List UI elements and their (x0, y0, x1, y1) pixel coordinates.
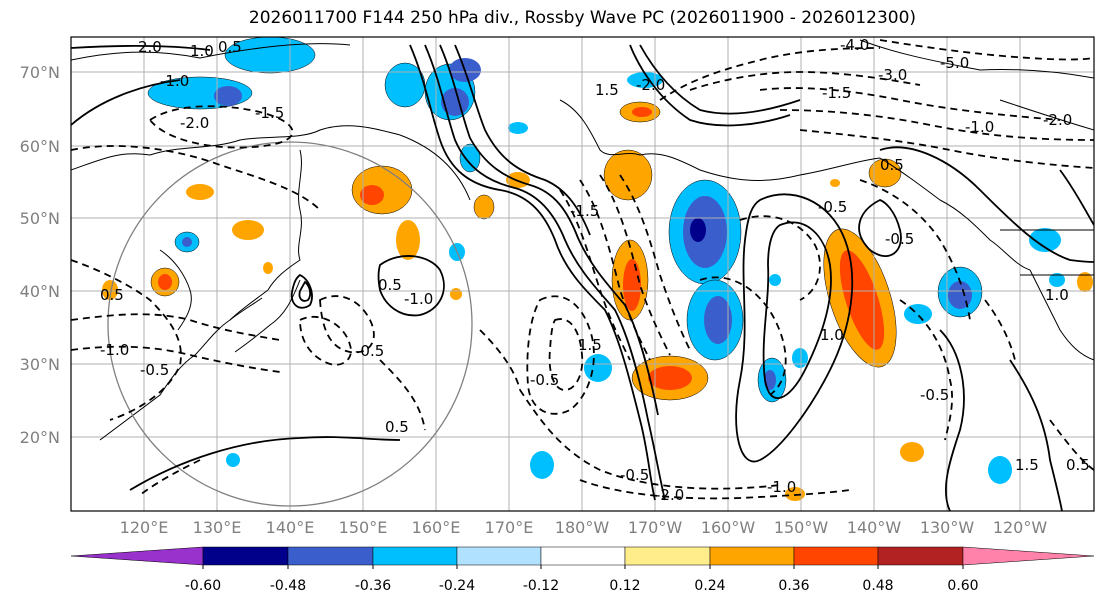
coastlines (71, 39, 1094, 441)
positive-contours (71, 44, 1094, 511)
colorbar-cell (624, 546, 711, 566)
contour-label: 2.0 (138, 38, 162, 56)
lat-label: 60°N (20, 137, 60, 156)
contour-label: 0.5 (100, 286, 124, 304)
lon-label: 130°E (193, 518, 242, 537)
lon-label: 180°W (555, 518, 610, 537)
contour-label: -1.5 (255, 104, 284, 122)
map-frame (70, 36, 1095, 512)
contour-label: 0.5 (218, 38, 242, 56)
lat-label: 20°N (20, 428, 60, 447)
colorbar-tick: 0.12 (609, 578, 640, 594)
contour-label: -4.0 (840, 36, 869, 54)
colorbar-tick: -0.24 (439, 578, 475, 594)
colorbar-tick: -0.12 (523, 578, 559, 594)
colorbar-tick: -0.36 (355, 578, 391, 594)
contour-label: 1.0 (190, 42, 214, 60)
contour-label: -1.0 (404, 290, 433, 308)
lat-label: 40°N (20, 282, 60, 301)
colorbar-cell (709, 546, 795, 566)
contour-label: -2.0 (655, 486, 684, 504)
colorbar-cell (372, 546, 458, 566)
colorbar-cell (877, 546, 964, 566)
contour-label: 1.5 (1015, 456, 1039, 474)
contour-label: -0.5 (818, 198, 847, 216)
contour-label: 1.5 (595, 81, 619, 99)
contour-label: -1.0 (965, 118, 994, 136)
colorbar-tick: 0.36 (778, 578, 809, 594)
colorbar-tick: 0.24 (694, 578, 725, 594)
divergence-shading (102, 37, 1093, 501)
lon-label: 120°W (993, 518, 1048, 537)
lon-label: 170°W (628, 518, 683, 537)
colorbar-cell (70, 546, 204, 566)
colorbar-cell (456, 546, 542, 566)
contour-label: -1.5 (822, 84, 851, 102)
contour-label: 1.5 (578, 336, 602, 354)
lon-label: 170°E (485, 518, 534, 537)
contour-label: 1.0 (1045, 286, 1069, 304)
lon-label: 160°W (701, 518, 756, 537)
contour-label: 0.5 (378, 276, 402, 294)
contour-label: -1.0 (160, 72, 189, 90)
lat-label: 50°N (20, 209, 60, 228)
contour-label: -0.5 (355, 342, 384, 360)
contour-label: -2.0 (636, 76, 665, 94)
contour-label: -0.5 (885, 230, 914, 248)
lon-label: 140°W (847, 518, 902, 537)
contour-label: 0.5 (1066, 456, 1090, 474)
contour-label: -0.5 (920, 386, 949, 404)
lat-label: 70°N (20, 63, 60, 82)
lon-label: 160°E (412, 518, 461, 537)
contour-label: -5.0 (940, 54, 969, 72)
colorbar-tick: 0.60 (947, 578, 978, 594)
contour-labels: 2.0 1.0 0.5 -1.0 -2.0 -1.5 1.5 -2.0 -4.0… (100, 36, 1090, 504)
lon-label: 140°E (266, 518, 315, 537)
lat-label: 30°N (20, 355, 60, 374)
contour-label: -0.5 (530, 371, 559, 389)
contour-label: -1.5 (570, 202, 599, 220)
lon-label: 130°W (920, 518, 975, 537)
contour-label: -1.0 (767, 478, 796, 496)
lon-label: 120°E (120, 518, 169, 537)
lat-lon-grid (71, 37, 1094, 511)
contour-label: -3.0 (878, 66, 907, 84)
latitude-labels: 70°N 60°N 50°N 40°N 30°N 20°N (20, 63, 60, 447)
contour-label: -1.0 (100, 341, 129, 359)
map-panel: 2.0 1.0 0.5 -1.0 -2.0 -1.5 1.5 -2.0 -4.0… (71, 36, 1094, 511)
contour-label: 0.5 (385, 418, 409, 436)
colorbar-cell (202, 546, 289, 566)
colorbar-tick: -0.48 (270, 578, 306, 594)
contour-label: 0.5 (880, 156, 904, 174)
colorbar-cell (793, 546, 879, 566)
contour-label: -2.0 (180, 114, 209, 132)
contour-label: -0.5 (140, 361, 169, 379)
colorbar-cell (540, 546, 626, 566)
contour-label: -2.0 (1043, 111, 1072, 129)
range-circle (107, 141, 473, 507)
colorbar-cell (287, 546, 374, 566)
colorbar-tick: -0.60 (185, 578, 221, 594)
colorbar-cell (962, 546, 1095, 566)
contour-label: 1.0 (820, 326, 844, 344)
lon-label: 150°E (339, 518, 388, 537)
lon-label: 150°W (774, 518, 829, 537)
longitude-labels: 120°E 130°E 140°E 150°E 160°E 170°E 180°… (120, 518, 1048, 537)
colorbar: -0.60 -0.48 -0.36 -0.24 -0.12 0.12 0.24 … (70, 546, 1095, 594)
negative-contours (71, 39, 1094, 500)
map-title: 2026011700 F144 250 hPa div., Rossby Wav… (248, 8, 917, 28)
colorbar-tick: 0.48 (862, 578, 893, 594)
contour-label: -0.5 (620, 466, 649, 484)
